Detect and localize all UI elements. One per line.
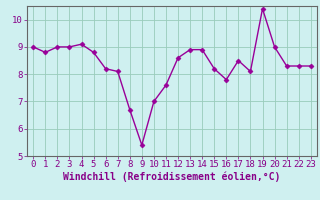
- X-axis label: Windchill (Refroidissement éolien,°C): Windchill (Refroidissement éolien,°C): [63, 172, 281, 182]
